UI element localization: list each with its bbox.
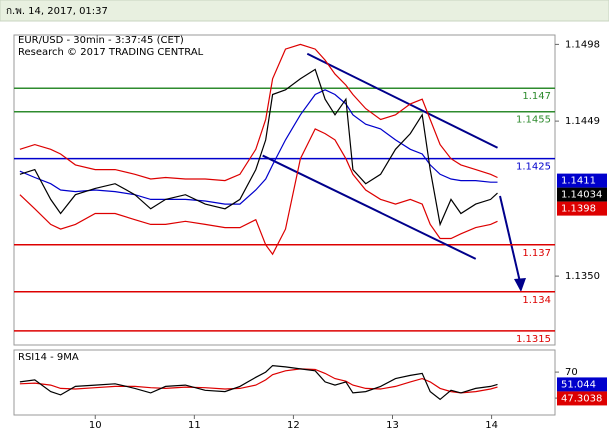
price-tag [557, 391, 607, 406]
price-tag [557, 187, 607, 202]
x-tick-label: 13 [386, 420, 399, 431]
level-label: 1.1455 [516, 115, 551, 126]
price-tag [557, 173, 607, 188]
trend-line [306, 52, 498, 149]
series-line [19, 89, 498, 205]
x-tick-label: 14 [485, 420, 498, 431]
y-tick-label: 1.1498 [565, 39, 600, 50]
y-tick-label: 1.1449 [565, 116, 600, 127]
x-tick-label: 11 [188, 420, 201, 431]
price-tag-label: 1.14034 [561, 190, 602, 201]
series-line [19, 68, 498, 227]
price-tag-label: 47.3038 [561, 393, 602, 404]
price-tag [557, 201, 607, 216]
y-tick-label: 70 [565, 367, 578, 378]
series-line [19, 43, 498, 182]
series-line [19, 128, 498, 256]
price-tag [557, 377, 607, 392]
x-tick-label: 12 [287, 420, 300, 431]
chart-subtitle: Research © 2017 TRADING CENTRAL [18, 47, 204, 58]
top-bar [0, 0, 609, 22]
price-tag-label: 1.1411 [561, 176, 596, 187]
level-label: 1.137 [522, 248, 551, 259]
rsi-pane [13, 349, 556, 416]
level-label: 1.1425 [516, 162, 551, 173]
x-tick-label: 10 [89, 420, 102, 431]
y-tick-label: 1.1350 [565, 271, 600, 282]
price-tag-label: 51.044 [561, 379, 596, 390]
forecast-arrow-head [514, 278, 526, 292]
level-label: 1.134 [522, 295, 551, 306]
series-line [19, 368, 498, 394]
timestamp: ก.พ. 14, 2017, 01:37 [6, 6, 108, 17]
level-label: 1.147 [522, 91, 551, 102]
price-tag-label: 1.1398 [561, 204, 596, 215]
level-label: 1.1315 [516, 334, 551, 345]
forecast-arrow [499, 195, 521, 283]
rsi-title: RSI14 - 9MA [18, 352, 79, 363]
chart-title: EUR/USD - 30min - 3:37:45 (CET) [18, 35, 184, 46]
trend-line [262, 154, 477, 260]
main-pane [13, 34, 556, 346]
series-line [19, 364, 498, 401]
